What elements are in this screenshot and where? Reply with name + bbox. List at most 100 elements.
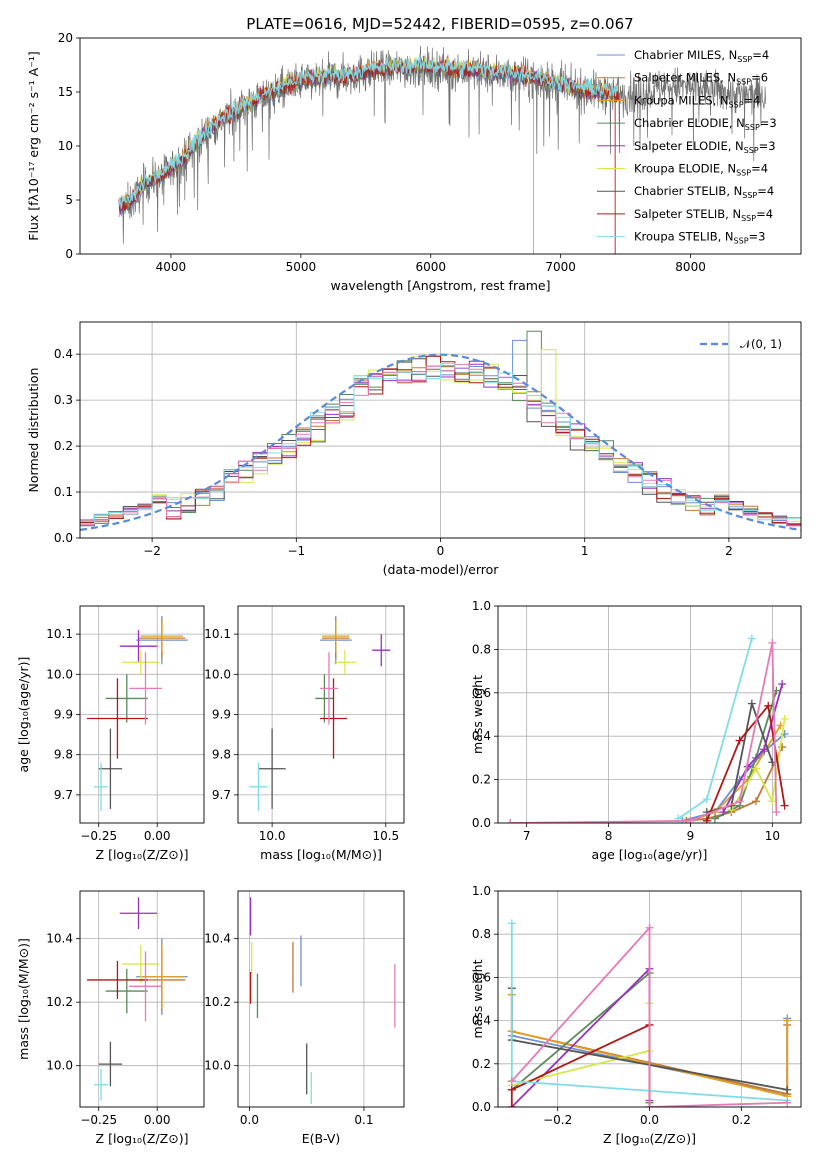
plus-marker (768, 797, 777, 806)
legend-value: =3 (749, 230, 766, 244)
y-tick-label: 10.4 (46, 932, 73, 946)
legend-entry: Salpeter MILES, NSSP=6 (634, 71, 768, 87)
legend-subscript: SSP (737, 55, 752, 64)
plus-marker (711, 814, 720, 823)
mass-weight-line (511, 925, 788, 1107)
errorbar-point (319, 678, 348, 759)
plus-marker (768, 638, 777, 647)
legend-subscript: SSP (742, 191, 757, 200)
legend-value: =4 (752, 48, 769, 62)
axes-mass-vs-ebv: 0.0 0.1 10.0 10.2 10.4 E(B-V) (204, 890, 405, 1146)
plus-marker (645, 923, 654, 932)
axes-frame (79, 37, 802, 255)
legend-text: Kroupa STELIB, N (634, 230, 734, 244)
axes-massweight-vs-age: 7 8 9 10 0.0 0.2 0.4 0.6 0.8 1.0 age [log₁₀(age/yr… (470, 599, 802, 862)
errorbar-point (119, 630, 158, 663)
y-tick-label: 0.2 (54, 439, 73, 453)
axes-mass-vs-Z: −0.25 0.00 10.0 10.2 10.4 Z [log₁₀(Z/Z⊙)] mass… (16, 890, 205, 1146)
plus-marker (507, 1103, 516, 1107)
y-tick-label: 0.6 (472, 686, 491, 700)
y-tick-label: 20 (58, 31, 73, 45)
legend-subscript: SSP (736, 78, 751, 87)
y-tick-label: 0.0 (472, 816, 491, 830)
legend-subscript: SSP (736, 169, 751, 178)
errorbar-point (94, 1068, 109, 1101)
legend-subscript: SSP (729, 100, 744, 109)
axes-frame (237, 890, 405, 1108)
x-tick-label: 10 (765, 829, 780, 843)
x-axis-label: E(B-V) (302, 1131, 341, 1146)
plus-marker (507, 919, 516, 928)
axes-frame (237, 605, 405, 824)
errorbar-point (105, 968, 148, 1014)
residual-histogram (80, 355, 801, 525)
y-tick-label: 1.0 (472, 884, 491, 898)
y-tick-label: 10.2 (46, 995, 73, 1009)
plot-area (249, 616, 391, 811)
legend-subscript: SSP (734, 237, 749, 246)
y-tick-label: 5 (65, 193, 73, 207)
y-tick-label: 0.4 (54, 347, 73, 361)
plus-marker (751, 797, 760, 806)
legend-entry: Kroupa ELODIE, NSSP=4 (634, 162, 768, 178)
axes-age-vs-mass: 10.0 10.5 9.7 9.8 9.9 10.0 10.1 mass [log₁₀(M/M… (204, 605, 405, 862)
y-tick-label: 10 (58, 139, 73, 153)
x-tick-label: −0.2 (543, 1113, 572, 1127)
plus-marker (645, 1103, 654, 1107)
legend-text: Salpeter STELIB, N (634, 207, 741, 221)
y-tick-label: 9.8 (212, 748, 231, 762)
axes-frame (79, 890, 205, 1108)
plus-marker (760, 745, 769, 754)
errorbar-point (122, 945, 160, 984)
x-tick-label: 8 (605, 829, 613, 843)
y-axis-label: Flux [fλ10⁻¹⁷ erg cm⁻² s⁻¹ A⁻¹] (26, 51, 41, 240)
residual-histogram (80, 363, 801, 524)
y-tick-label: 0.2 (472, 1057, 491, 1071)
plot-area (507, 919, 792, 1107)
legend-text: Chabrier ELODIE, N (634, 116, 745, 130)
errorbar-point (87, 960, 148, 999)
plus-marker (702, 816, 711, 823)
errorbar-point (87, 678, 148, 759)
x-tick-label: 7000 (545, 260, 576, 274)
y-tick-label: 0.6 (472, 970, 491, 984)
plus-marker (764, 701, 773, 710)
x-axis-label: (data-model)/error (383, 562, 500, 577)
legend-text: Salpeter ELODIE, N (634, 139, 744, 153)
mass-weight-line (730, 718, 786, 811)
x-tick-label: 0.0 (240, 1113, 259, 1127)
x-axis-label: age [log₁₀(age/yr)] (592, 847, 708, 862)
legend-text: Chabrier STELIB, N (634, 184, 742, 198)
legend-subscript: SSP (745, 123, 760, 132)
plus-marker (751, 764, 760, 773)
x-tick-label: −0.25 (80, 1113, 117, 1127)
y-tick-label: 10.4 (204, 932, 231, 946)
y-axis-label: mass [log₁₀(M/M⊙)] (16, 938, 31, 1060)
model-spectrum (118, 53, 620, 209)
x-tick-label: −2 (143, 544, 161, 558)
x-tick-label: 4000 (156, 260, 187, 274)
figure-title: PLATE=0616, MJD=52442, FIBERID=0595, z=0… (246, 15, 633, 33)
legend-entry: 𝒩(0, 1) (740, 337, 782, 351)
y-tick-label: 0.8 (472, 642, 491, 656)
legend-value: =3 (760, 116, 777, 130)
legend-text: Kroupa MILES, N (634, 93, 729, 107)
legend-subscript: SSP (741, 214, 756, 223)
plot-area (118, 45, 767, 254)
y-tick-label: 0 (65, 247, 73, 261)
mass-weight-line (705, 703, 786, 822)
errorbar-point (140, 945, 183, 1009)
plus-marker (507, 1085, 516, 1094)
errorbar-point (258, 728, 286, 809)
plus-marker (778, 680, 787, 689)
x-axis-label: mass [log₁₀(M/M⊙)] (260, 847, 382, 862)
x-tick-label: −1 (287, 544, 305, 558)
y-axis-label: Normed distribution (26, 368, 41, 493)
y-tick-label: 9.7 (212, 788, 231, 802)
x-axis-label: Z [log₁₀(Z/Z⊙)] (96, 847, 189, 862)
x-tick-label: 0.1 (354, 1113, 373, 1127)
y-axis-label: age [log₁₀(age/yr)] (16, 657, 31, 773)
observed-spectrum (118, 45, 767, 244)
